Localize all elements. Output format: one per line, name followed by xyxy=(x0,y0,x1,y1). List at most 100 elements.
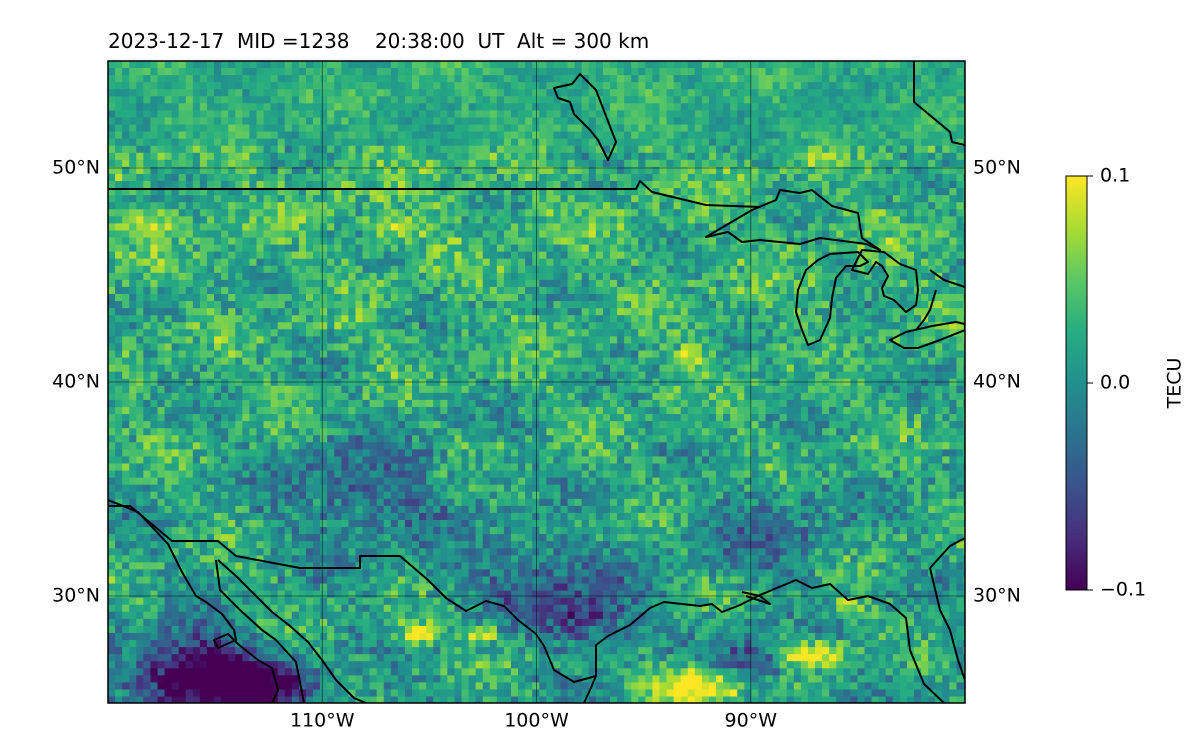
tec-cell xyxy=(454,469,463,478)
tec-cell xyxy=(921,554,929,563)
tec-cell xyxy=(122,632,130,641)
tec-cell xyxy=(631,427,639,436)
tec-cell xyxy=(843,653,851,662)
tec-cell xyxy=(334,660,342,669)
tec-cell xyxy=(701,448,710,457)
tec-cell xyxy=(645,646,654,655)
tec-cell xyxy=(588,568,597,577)
tec-cell xyxy=(426,695,434,703)
tec-cell xyxy=(928,547,936,556)
tec-cell xyxy=(214,420,222,429)
tec-cell xyxy=(426,533,434,542)
tec-cell xyxy=(730,434,738,443)
tec-cell xyxy=(807,625,816,633)
tec-cell xyxy=(906,498,915,506)
tec-cell xyxy=(885,512,894,520)
tec-cell xyxy=(228,420,236,429)
tec-cell xyxy=(214,484,222,492)
tec-cell xyxy=(164,455,173,464)
tec-cell xyxy=(334,526,342,535)
tec-cell xyxy=(199,434,208,443)
tec-cell xyxy=(249,434,258,443)
tec-cell xyxy=(489,575,498,584)
tec-cell xyxy=(829,632,837,641)
tec-cell xyxy=(694,639,703,648)
tec-cell xyxy=(878,469,887,478)
tec-cell xyxy=(730,498,738,506)
tec-cell xyxy=(617,477,625,485)
tec-cell xyxy=(935,491,943,499)
tec-cell xyxy=(277,561,286,570)
tec-cell xyxy=(496,519,505,528)
tec-cell xyxy=(581,477,590,485)
tec-cell xyxy=(355,469,364,478)
tec-cell xyxy=(122,667,130,676)
tec-cell xyxy=(539,484,547,492)
tec-cell xyxy=(327,505,335,513)
tec-cell xyxy=(475,695,484,703)
tec-cell xyxy=(115,547,123,556)
tec-cell xyxy=(129,582,137,591)
tec-cell xyxy=(779,427,788,436)
tec-cell xyxy=(871,469,880,478)
tec-cell xyxy=(687,604,696,612)
tec-cell xyxy=(468,618,477,626)
tec-cell xyxy=(256,590,265,598)
tec-cell xyxy=(242,413,250,422)
tec-cell xyxy=(291,420,300,429)
tec-cell xyxy=(199,441,208,450)
tec-cell xyxy=(765,653,774,662)
tec-cell xyxy=(546,632,555,641)
tec-cell xyxy=(546,505,555,513)
tec-cell xyxy=(256,427,265,436)
tec-cell xyxy=(949,547,958,556)
tec-cell xyxy=(397,625,406,633)
tec-cell xyxy=(129,491,137,499)
tec-cell xyxy=(305,653,314,662)
tec-cell xyxy=(899,420,908,429)
tec-cell xyxy=(143,681,152,690)
tec-cell xyxy=(737,604,745,612)
tec-cell xyxy=(362,590,371,598)
tec-cell xyxy=(885,582,894,591)
tec-cell xyxy=(708,434,717,443)
tec-cell xyxy=(786,604,795,612)
tec-cell xyxy=(864,590,873,598)
tec-cell xyxy=(878,667,887,676)
tec-cell xyxy=(136,681,144,690)
tec-cell xyxy=(270,477,279,485)
tec-cell xyxy=(122,695,130,703)
tec-cell xyxy=(602,469,611,478)
tec-cell xyxy=(701,653,710,662)
tec-cell xyxy=(313,441,321,450)
tec-cell xyxy=(503,526,512,535)
tec-cell xyxy=(906,674,915,683)
tec-cell xyxy=(737,632,745,641)
tec-cell xyxy=(645,491,654,499)
tec-cell xyxy=(511,568,519,577)
tec-cell xyxy=(221,462,229,471)
tec-cell xyxy=(150,491,159,499)
tec-cell xyxy=(800,660,809,669)
tec-cell xyxy=(108,413,116,422)
tec-cell xyxy=(108,540,116,549)
tec-cell xyxy=(461,505,470,513)
tec-cell xyxy=(638,540,646,549)
tec-cell xyxy=(228,582,236,591)
tec-cell xyxy=(659,540,668,549)
tec-cell xyxy=(511,632,519,641)
tec-cell xyxy=(588,441,597,450)
tec-cell xyxy=(836,667,844,676)
tec-cell xyxy=(164,469,173,478)
tec-cell xyxy=(723,434,731,443)
tec-cell xyxy=(779,681,788,690)
tec-cell xyxy=(136,526,144,535)
tec-cell xyxy=(871,477,880,485)
tec-cell xyxy=(921,491,929,499)
tec-cell xyxy=(779,611,788,619)
tec-cell xyxy=(638,554,646,563)
tec-cell xyxy=(482,667,491,676)
tec-cell xyxy=(192,434,201,443)
tec-cell xyxy=(553,611,562,619)
tec-cell xyxy=(242,688,250,697)
